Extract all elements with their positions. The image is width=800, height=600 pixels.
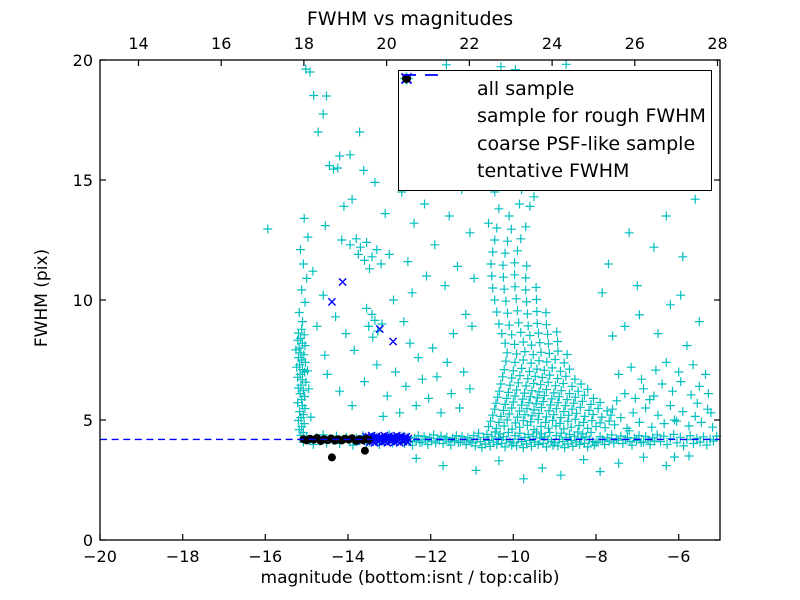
- tick-label: 20: [73, 51, 93, 70]
- tick-label: −12: [414, 547, 448, 566]
- tick-label: 22: [459, 34, 479, 53]
- tick-label: 16: [211, 34, 231, 53]
- legend-label: coarse PSF-like sample: [477, 132, 696, 155]
- dashed-line-icon: [403, 74, 438, 76]
- tick-label: 15: [73, 171, 93, 190]
- tick-label: −14: [331, 547, 365, 566]
- plot-title: FWHM vs magnitudes: [306, 8, 514, 30]
- legend-item-rough-fwhm: sample for rough FWHM: [400, 72, 707, 130]
- legend-item-all-sample: all sample: [400, 72, 707, 103]
- tick-label: −10: [496, 547, 530, 566]
- legend-label: sample for rough FWHM: [477, 105, 706, 128]
- y-axis-label: FWHM (pix): [32, 248, 52, 348]
- x-axis-label: magnitude (bottom:isnt / top:calib): [260, 568, 560, 588]
- legend-item-tentative-fwhm: tentative FWHM: [403, 74, 707, 185]
- legend-item-psf-sample: coarse PSF-like sample: [402, 74, 707, 158]
- tick-label: −18: [166, 547, 200, 566]
- tick-label: 20: [376, 34, 396, 53]
- tick-label: 18: [294, 34, 314, 53]
- tick-label: 28: [707, 34, 727, 53]
- scatter-rough-fwhm: [327, 277, 413, 447]
- tick-label: −20: [83, 547, 117, 566]
- tick-label: 24: [542, 34, 562, 53]
- legend: all sample sample for rough FWHM coarse …: [398, 70, 712, 191]
- legend-label: tentative FWHM: [477, 159, 630, 182]
- tick-label: 0: [83, 531, 93, 550]
- scatter-psf-sample: [299, 434, 373, 462]
- tick-label: −6: [667, 547, 691, 566]
- tick-label: 26: [625, 34, 645, 53]
- tick-label: 14: [128, 34, 148, 53]
- tick-label: 10: [73, 291, 93, 310]
- dot-marker-icon: [402, 74, 411, 83]
- tick-label: −8: [584, 547, 608, 566]
- legend-label: all sample: [477, 78, 575, 101]
- tick-label: −16: [248, 547, 282, 566]
- tick-label: 5: [83, 411, 93, 430]
